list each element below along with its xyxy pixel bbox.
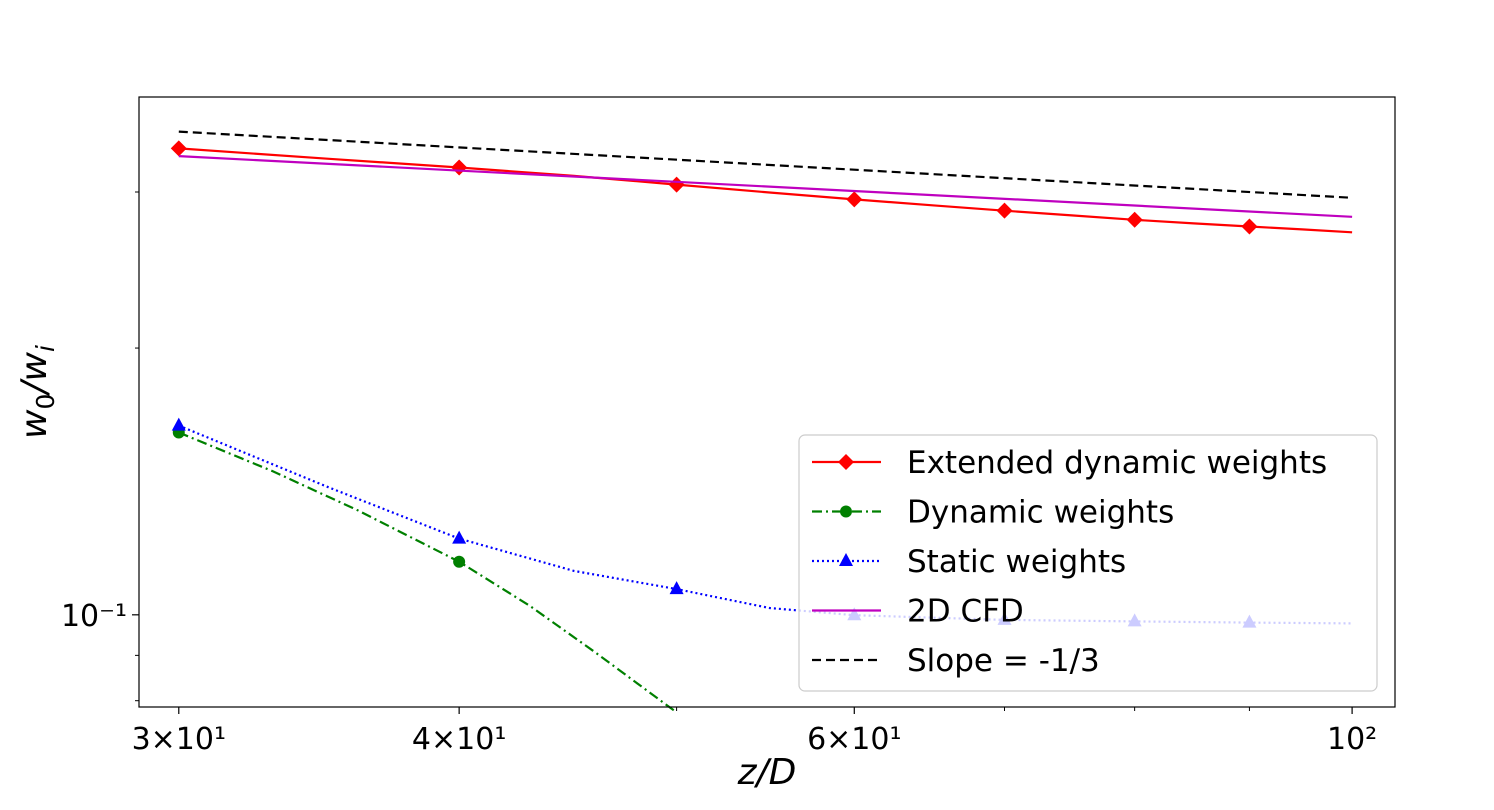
x-tick-label: 6×10¹ [807,722,901,757]
legend-entry-dynamic-weights: Dynamic weights [812,495,1174,531]
legend-entry-slope-1-3: Slope = -1/3 [812,643,1100,679]
data-point [846,191,863,208]
y-axis-label: w0/wi [14,345,60,439]
x-axis-label: z/D [737,752,797,793]
legend-entry-static-weights: Static weights [812,544,1126,580]
legend-label: Extended dynamic weights [907,445,1327,481]
legend-box [798,434,1378,692]
plot-frame [138,96,1396,708]
plot-series [170,130,1353,714]
data-point [170,140,187,157]
data-point [669,581,684,595]
series-line [178,147,1353,234]
legend-entry-extended-dynamic-weights: Extended dynamic weights [812,445,1327,481]
series-line [178,424,1353,625]
data-point [1126,211,1143,228]
data-point [996,202,1013,219]
legend-label: 2D CFD [907,594,1024,630]
x-tick-label: 3×10¹ [132,722,226,757]
legend-marker [840,505,852,518]
data-point [453,555,466,568]
legend-marker [839,553,853,566]
series-2d-cfd [178,155,1353,218]
legend-label: Static weights [907,544,1126,580]
legend-entry-2d-cfd: 2D CFD [812,594,1024,630]
y-tick-label: 10⁻¹ [61,599,127,634]
x-tick-label: 10² [1327,722,1377,757]
axis-ticks: 3×10¹ 4×10¹ 6×10¹ 10² 10⁻¹ [61,191,1377,757]
legend-label: Slope = -1/3 [907,643,1100,679]
legend-label: Dynamic weights [907,495,1174,531]
data-point [1241,218,1258,235]
legend: Extended dynamic weights Dynamic weights S… [798,434,1378,692]
series-extended-dynamic-weights [170,140,1353,235]
legend-marker [838,454,854,470]
data-point [171,417,186,431]
x-tick-label: 4×10¹ [412,722,506,757]
series-line [178,155,1353,218]
data-point [452,530,467,544]
